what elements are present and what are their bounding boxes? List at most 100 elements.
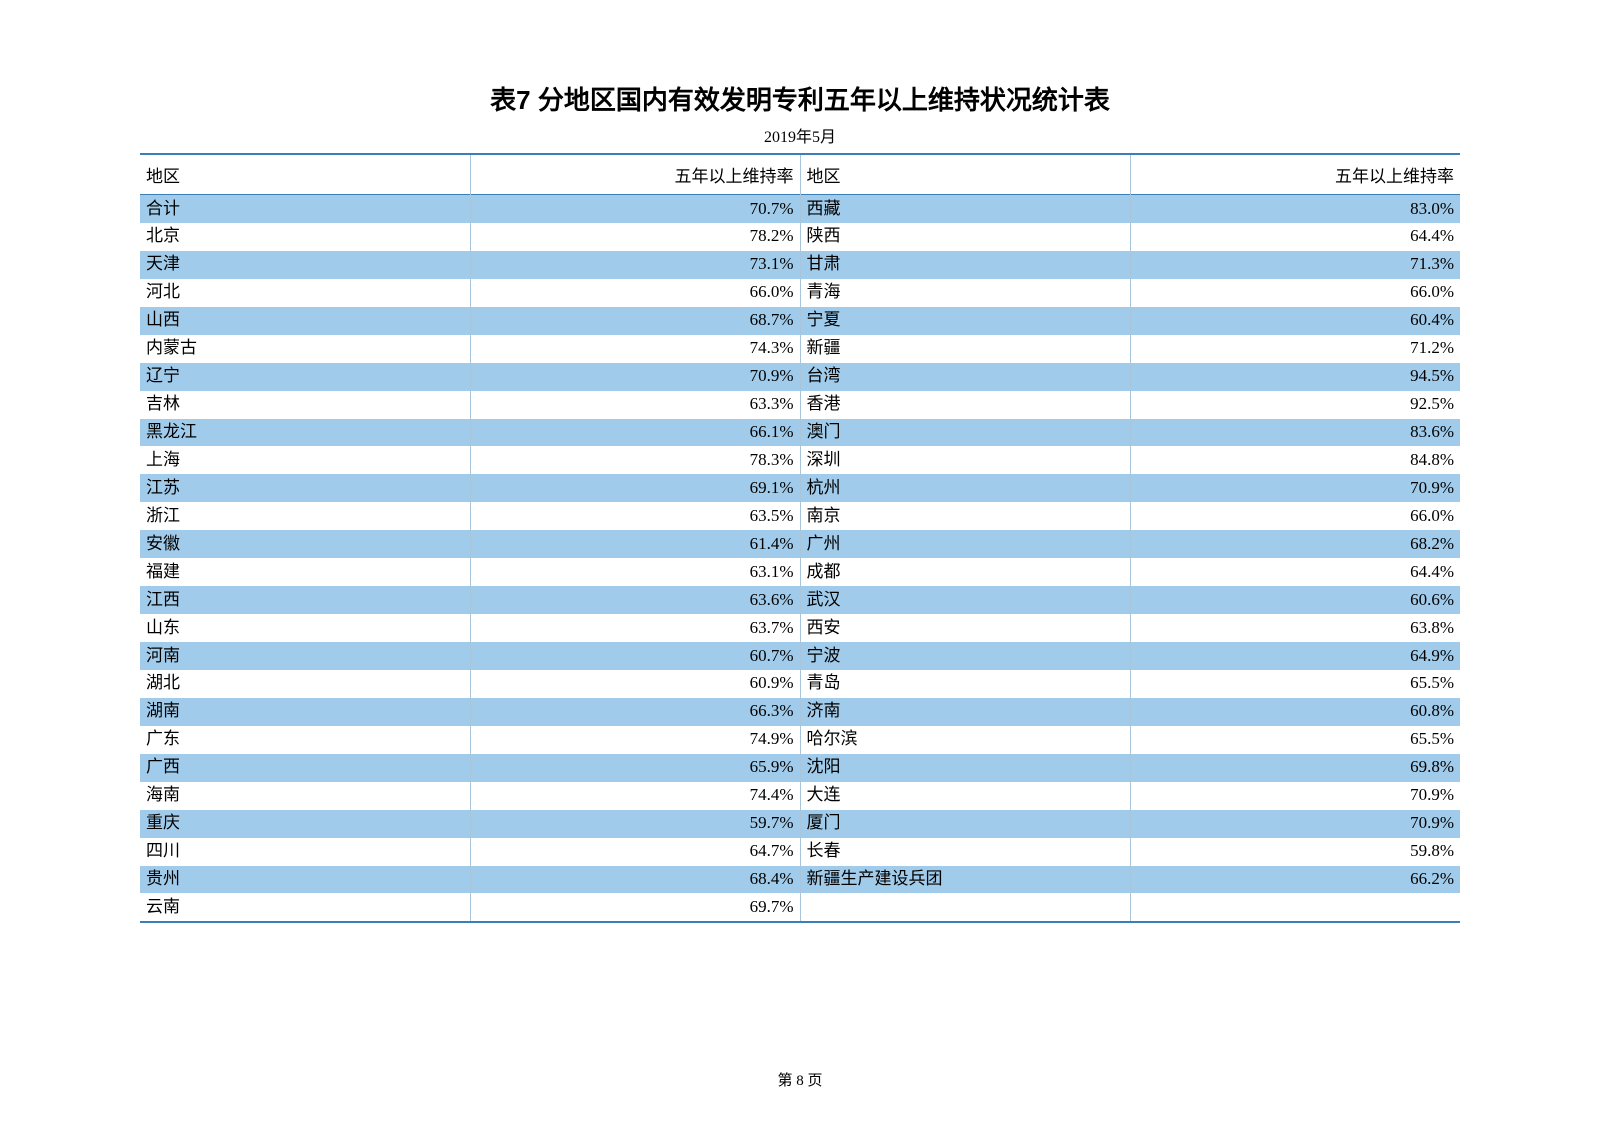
table-cell: 69.7%: [470, 893, 800, 922]
table-row: 山西68.7%宁夏60.4%: [140, 307, 1460, 335]
table-row: 重庆59.7%厦门70.9%: [140, 810, 1460, 838]
table-cell: 宁夏: [800, 307, 1130, 335]
table-cell: 黑龙江: [140, 419, 470, 447]
table-cell: 84.8%: [1130, 446, 1460, 474]
table-cell: 青海: [800, 279, 1130, 307]
table-cell: 江苏: [140, 474, 470, 502]
table-cell: 江西: [140, 586, 470, 614]
table-cell: 66.0%: [1130, 502, 1460, 530]
table-cell: 60.4%: [1130, 307, 1460, 335]
table-cell: 云南: [140, 893, 470, 922]
table-row: 合计70.7%西藏83.0%: [140, 195, 1460, 223]
table-cell: 63.1%: [470, 558, 800, 586]
table-cell: 71.3%: [1130, 251, 1460, 279]
table-row: 吉林63.3%香港92.5%: [140, 391, 1460, 419]
table-cell: 63.5%: [470, 502, 800, 530]
table-cell: 成都: [800, 558, 1130, 586]
table-cell: 广东: [140, 726, 470, 754]
table-cell: 74.3%: [470, 335, 800, 363]
table-row: 江西63.6%武汉60.6%: [140, 586, 1460, 614]
table-cell: 大连: [800, 782, 1130, 810]
table-cell: 安徽: [140, 530, 470, 558]
table-cell: 辽宁: [140, 363, 470, 391]
table-row: 海南74.4%大连70.9%: [140, 782, 1460, 810]
table-cell: [800, 893, 1130, 922]
table-cell: 65.5%: [1130, 726, 1460, 754]
table-cell: 西藏: [800, 195, 1130, 223]
table-cell: 香港: [800, 391, 1130, 419]
table-cell: [1130, 893, 1460, 922]
table-cell: 63.8%: [1130, 614, 1460, 642]
table-cell: 66.0%: [470, 279, 800, 307]
table-cell: 台湾: [800, 363, 1130, 391]
table-cell: 天津: [140, 251, 470, 279]
table-cell: 哈尔滨: [800, 726, 1130, 754]
table-cell: 69.8%: [1130, 754, 1460, 782]
table-cell: 宁波: [800, 642, 1130, 670]
table-cell: 南京: [800, 502, 1130, 530]
table-cell: 厦门: [800, 810, 1130, 838]
table-cell: 65.9%: [470, 754, 800, 782]
table-cell: 59.8%: [1130, 838, 1460, 866]
header-rate-2: 五年以上维持率: [1130, 154, 1460, 195]
table-cell: 河南: [140, 642, 470, 670]
table-cell: 贵州: [140, 866, 470, 894]
table-cell: 68.4%: [470, 866, 800, 894]
table-cell: 山西: [140, 307, 470, 335]
patent-table: 地区 五年以上维持率 地区 五年以上维持率 合计70.7%西藏83.0%北京78…: [140, 153, 1460, 923]
table-cell: 92.5%: [1130, 391, 1460, 419]
table-cell: 74.9%: [470, 726, 800, 754]
table-cell: 69.1%: [470, 474, 800, 502]
table-cell: 70.7%: [470, 195, 800, 223]
table-cell: 60.6%: [1130, 586, 1460, 614]
table-cell: 64.7%: [470, 838, 800, 866]
table-cell: 73.1%: [470, 251, 800, 279]
table-cell: 94.5%: [1130, 363, 1460, 391]
table-cell: 山东: [140, 614, 470, 642]
table-cell: 60.7%: [470, 642, 800, 670]
table-row: 湖南66.3%济南60.8%: [140, 698, 1460, 726]
table-cell: 湖南: [140, 698, 470, 726]
table-cell: 71.2%: [1130, 335, 1460, 363]
page-footer: 第 8 页: [0, 1069, 1600, 1090]
table-cell: 64.4%: [1130, 558, 1460, 586]
table-row: 上海78.3%深圳84.8%: [140, 446, 1460, 474]
table-cell: 70.9%: [1130, 782, 1460, 810]
table-cell: 68.2%: [1130, 530, 1460, 558]
table-row: 贵州68.4%新疆生产建设兵团66.2%: [140, 866, 1460, 894]
table-cell: 74.4%: [470, 782, 800, 810]
table-cell: 青岛: [800, 670, 1130, 698]
table-cell: 济南: [800, 698, 1130, 726]
table-row: 河北66.0%青海66.0%: [140, 279, 1460, 307]
page-subtitle: 2019年5月: [140, 123, 1460, 147]
table-cell: 福建: [140, 558, 470, 586]
table-cell: 广西: [140, 754, 470, 782]
table-cell: 66.1%: [470, 419, 800, 447]
table-header-row: 地区 五年以上维持率 地区 五年以上维持率: [140, 154, 1460, 195]
table-cell: 70.9%: [1130, 474, 1460, 502]
table-cell: 西安: [800, 614, 1130, 642]
header-rate-1: 五年以上维持率: [470, 154, 800, 195]
table-row: 广西65.9%沈阳69.8%: [140, 754, 1460, 782]
header-region-1: 地区: [140, 154, 470, 195]
table-row: 江苏69.1%杭州70.9%: [140, 474, 1460, 502]
table-cell: 64.9%: [1130, 642, 1460, 670]
table-cell: 合计: [140, 195, 470, 223]
table-row: 广东74.9%哈尔滨65.5%: [140, 726, 1460, 754]
page-title: 表7 分地区国内有效发明专利五年以上维持状况统计表: [140, 80, 1460, 117]
table-cell: 63.3%: [470, 391, 800, 419]
table-cell: 64.4%: [1130, 223, 1460, 251]
table-row: 内蒙古74.3%新疆71.2%: [140, 335, 1460, 363]
table-cell: 83.6%: [1130, 419, 1460, 447]
table-cell: 68.7%: [470, 307, 800, 335]
table-cell: 海南: [140, 782, 470, 810]
table-cell: 70.9%: [1130, 810, 1460, 838]
table-cell: 上海: [140, 446, 470, 474]
table-row: 山东63.7%西安63.8%: [140, 614, 1460, 642]
table-cell: 78.3%: [470, 446, 800, 474]
table-cell: 四川: [140, 838, 470, 866]
table-cell: 59.7%: [470, 810, 800, 838]
table-row: 湖北60.9%青岛65.5%: [140, 670, 1460, 698]
table-cell: 66.0%: [1130, 279, 1460, 307]
table-cell: 内蒙古: [140, 335, 470, 363]
